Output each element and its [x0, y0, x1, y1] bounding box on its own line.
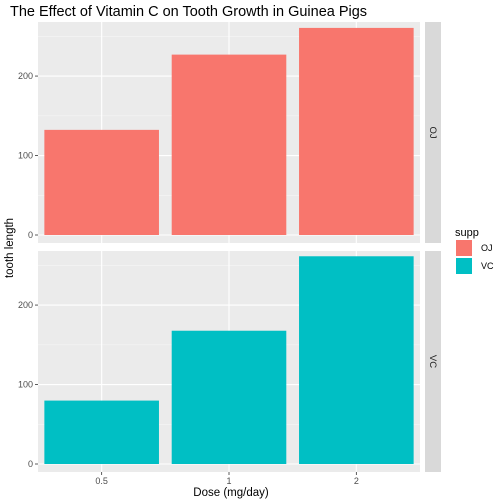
x-axis-title: Dose (mg/day) — [193, 487, 269, 499]
bar-oj-0.5 — [44, 129, 159, 235]
y-tick-label: 100 — [18, 151, 33, 161]
facet-strip — [425, 22, 441, 243]
y-tick-label: 0 — [28, 230, 33, 240]
y-tick-label: 100 — [18, 380, 33, 390]
y-tick-label: 200 — [18, 300, 33, 310]
x-tick-label: 2 — [354, 476, 359, 486]
y-tick-label: 200 — [18, 71, 33, 81]
legend-label: VC — [481, 261, 494, 271]
legend-title: supp — [455, 227, 479, 239]
facet-strip-label: VC — [427, 355, 438, 368]
x-tick-label: 1 — [226, 476, 231, 486]
facet-strip-label: OJ — [427, 126, 438, 138]
bar-oj-2 — [299, 27, 414, 235]
legend-swatch — [456, 258, 472, 274]
panels: 0 100 200 OJ 0 100 200 VC 0.5 1 2 — [18, 22, 441, 486]
y-tick-label: 0 — [28, 459, 33, 469]
bar-vc-0.5 — [44, 400, 159, 464]
legend-label: OJ — [481, 243, 493, 253]
legend-swatch — [456, 240, 472, 256]
legend: supp OJ VC — [455, 227, 494, 274]
bar-vc-1 — [171, 330, 287, 464]
legend-item-vc: VC — [456, 258, 494, 274]
bar-vc-2 — [299, 256, 414, 464]
x-tick-label: 0.5 — [95, 476, 108, 486]
bar-oj-1 — [171, 54, 287, 235]
facet-panel-oj: 0 100 200 OJ — [18, 22, 441, 243]
legend-item-oj: OJ — [456, 240, 493, 256]
facet-panel-vc: 0 100 200 VC — [18, 251, 441, 472]
chart-title: The Effect of Vitamin C on Tooth Growth … — [10, 4, 367, 20]
y-axis-title: tooth length — [4, 218, 16, 278]
facet-strip — [425, 251, 441, 472]
